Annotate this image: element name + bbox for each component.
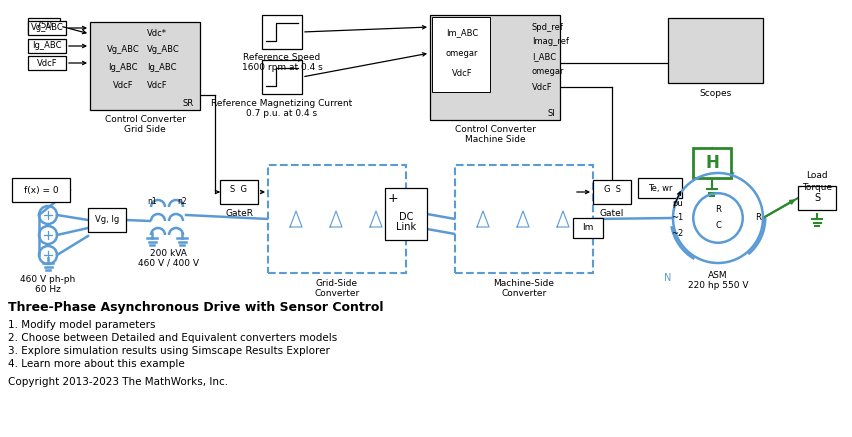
- Text: Three-Phase Asynchronous Drive with Sensor Control: Three-Phase Asynchronous Drive with Sens…: [8, 302, 383, 315]
- FancyBboxPatch shape: [262, 60, 302, 94]
- Text: ASM: ASM: [708, 271, 728, 280]
- Text: VdcF: VdcF: [37, 59, 57, 67]
- FancyBboxPatch shape: [90, 22, 200, 110]
- FancyBboxPatch shape: [430, 15, 560, 120]
- Text: omegar: omegar: [532, 67, 565, 76]
- Text: G  S: G S: [603, 184, 620, 194]
- FancyBboxPatch shape: [455, 165, 593, 273]
- Text: Machine-Side: Machine-Side: [493, 278, 555, 288]
- FancyBboxPatch shape: [593, 180, 631, 204]
- Text: n2: n2: [177, 197, 187, 205]
- Text: 2. Choose between Detailed and Equivalent converters models: 2. Choose between Detailed and Equivalen…: [8, 333, 337, 343]
- FancyBboxPatch shape: [88, 208, 126, 232]
- Text: GateR: GateR: [225, 209, 253, 218]
- FancyBboxPatch shape: [28, 21, 66, 35]
- Text: R: R: [715, 205, 721, 215]
- FancyBboxPatch shape: [28, 56, 66, 70]
- Text: VdcF: VdcF: [532, 83, 553, 91]
- Text: VdcF: VdcF: [452, 69, 472, 77]
- Text: Vg_ABC: Vg_ABC: [31, 24, 63, 32]
- Text: R: R: [755, 214, 761, 222]
- FancyBboxPatch shape: [693, 148, 731, 178]
- Text: Converter: Converter: [501, 288, 547, 298]
- Text: n1: n1: [147, 197, 157, 205]
- Text: Load: Load: [806, 171, 828, 180]
- Text: 460 V ph-ph: 460 V ph-ph: [20, 275, 76, 284]
- Text: Reference Magnetizing Current: Reference Magnetizing Current: [211, 98, 353, 108]
- Text: 0.7 p.u. at 0.4 s: 0.7 p.u. at 0.4 s: [246, 108, 318, 118]
- Text: C: C: [715, 222, 721, 230]
- FancyBboxPatch shape: [12, 178, 70, 202]
- Text: SR: SR: [183, 100, 194, 108]
- Text: 1. Modify model parameters: 1. Modify model parameters: [8, 320, 156, 330]
- Text: Copyright 2013-2023 The MathWorks, Inc.: Copyright 2013-2023 The MathWorks, Inc.: [8, 377, 228, 387]
- Text: S: S: [814, 193, 820, 203]
- Text: H: H: [705, 154, 719, 172]
- Text: GateI: GateI: [600, 209, 625, 218]
- Text: Grid-Side: Grid-Side: [316, 278, 358, 288]
- Text: +: +: [388, 191, 399, 205]
- Text: S  G: S G: [231, 184, 247, 194]
- Text: 4. Learn more about this example: 4. Learn more about this example: [8, 359, 185, 369]
- Text: 200 kVA: 200 kVA: [150, 249, 187, 257]
- Text: Scopes: Scopes: [699, 89, 732, 97]
- Text: VdcF: VdcF: [147, 80, 168, 90]
- Text: VdcF: VdcF: [112, 80, 133, 90]
- Text: 1600 rpm at 0.4 s: 1600 rpm at 0.4 s: [242, 63, 322, 73]
- FancyBboxPatch shape: [268, 165, 406, 273]
- Text: Control Converter: Control Converter: [105, 115, 186, 125]
- Text: omegar: omegar: [446, 49, 478, 58]
- Text: 220 hp 550 V: 220 hp 550 V: [688, 281, 748, 289]
- Text: 460 V / 400 V: 460 V / 400 V: [137, 259, 199, 267]
- FancyBboxPatch shape: [262, 15, 302, 49]
- Text: 60 Hz: 60 Hz: [35, 285, 61, 295]
- Text: Im: Im: [582, 223, 594, 232]
- Text: DC: DC: [399, 212, 413, 222]
- Text: Imag_ref: Imag_ref: [532, 38, 569, 46]
- FancyBboxPatch shape: [573, 218, 603, 238]
- FancyBboxPatch shape: [28, 18, 60, 34]
- FancyBboxPatch shape: [668, 18, 763, 83]
- Text: Ig_ABC: Ig_ABC: [108, 63, 138, 73]
- Text: ~1: ~1: [671, 214, 683, 222]
- FancyBboxPatch shape: [385, 188, 427, 240]
- Text: Converter: Converter: [314, 288, 360, 298]
- FancyBboxPatch shape: [432, 17, 490, 92]
- FancyBboxPatch shape: [798, 186, 836, 210]
- Text: I_ABC: I_ABC: [532, 52, 556, 62]
- Text: Ig_ABC: Ig_ABC: [147, 63, 176, 73]
- Text: Vg_ABC: Vg_ABC: [106, 45, 140, 55]
- FancyBboxPatch shape: [28, 39, 66, 53]
- Text: ~2: ~2: [671, 229, 683, 237]
- Text: Vdc*: Vdc*: [147, 30, 167, 38]
- Text: Torque: Torque: [802, 184, 832, 193]
- Text: Grid Side: Grid Side: [124, 125, 166, 135]
- FancyBboxPatch shape: [220, 180, 258, 204]
- Text: Im_ABC: Im_ABC: [446, 28, 478, 38]
- Text: 750: 750: [36, 21, 53, 31]
- Text: Spd_ref: Spd_ref: [532, 22, 564, 31]
- FancyBboxPatch shape: [638, 178, 682, 198]
- Text: Vg, Ig: Vg, Ig: [95, 215, 119, 225]
- Text: Vg_ABC: Vg_ABC: [147, 45, 180, 55]
- Text: f(x) = 0: f(x) = 0: [24, 185, 58, 194]
- Text: Machine Side: Machine Side: [464, 135, 526, 145]
- Text: Reference Speed: Reference Speed: [244, 53, 320, 62]
- Text: N: N: [665, 273, 671, 283]
- Text: Ig_ABC: Ig_ABC: [32, 42, 61, 51]
- Text: Link: Link: [396, 222, 416, 232]
- Text: Control Converter: Control Converter: [455, 125, 535, 135]
- Text: 3. Explore simulation results using Simscape Results Explorer: 3. Explore simulation results using Sims…: [8, 346, 330, 356]
- Text: pu: pu: [672, 198, 683, 208]
- Text: SI: SI: [547, 110, 555, 118]
- Text: Te, wr: Te, wr: [648, 184, 672, 193]
